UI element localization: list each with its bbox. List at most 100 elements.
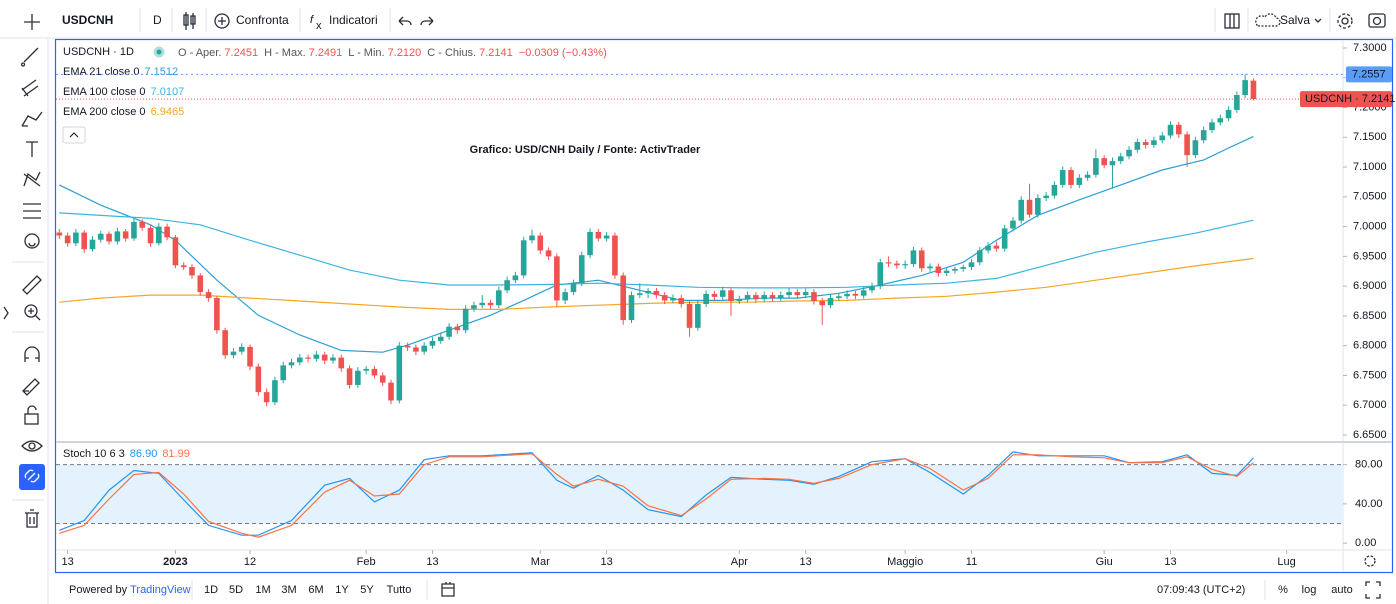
annotation: Grafico: USD/CNH Daily / Fonte: ActivTra… [470,144,701,156]
candle-body [280,365,287,381]
range-button[interactable]: 1M [255,584,270,596]
candle-body [943,270,950,274]
ohlc-label: H - Max. [264,47,306,59]
interval[interactable]: D [153,13,162,27]
trendline-icon[interactable] [20,47,39,67]
candle-body [711,293,718,297]
candle-body [595,231,602,239]
save-menu-icon[interactable] [1314,18,1322,23]
settings-icon[interactable] [1337,13,1353,29]
candle-body [1084,174,1091,178]
draw-mode-icon[interactable] [22,378,40,396]
prediction-icon[interactable] [23,203,41,219]
candle-body [570,283,577,293]
ema-value: 6.9465 [151,106,185,118]
candle-body [363,368,369,371]
text-icon[interactable] [26,141,38,157]
y-tick-label: 6.8500 [1353,310,1387,322]
y-tick-label: 6.8000 [1353,340,1387,352]
sync-button[interactable] [19,464,45,490]
candle-body [554,256,560,301]
crosshair-icon[interactable] [24,14,40,30]
indicators-button[interactable]: Indicatori [329,13,378,27]
brush-icon[interactable] [21,111,43,127]
snapshot-icon[interactable] [1368,13,1386,28]
ruler-icon[interactable] [22,275,42,295]
symbol[interactable]: USDCNH [62,13,113,27]
candle-body [56,232,63,236]
collapse-legend[interactable] [62,126,86,144]
y-tick-label: 7.1000 [1353,161,1387,173]
pattern-icon[interactable] [23,171,41,187]
candle-body [156,226,162,244]
candle-body [894,263,900,266]
range-button[interactable]: 1Y [335,584,349,596]
ema-legend: EMA 21 close 0 7.1512 [63,66,178,78]
stoch-legend: Stoch 10 6 3 86.90 81.99 [63,448,190,460]
fx-icon[interactable]: f [310,14,314,26]
ema-line [59,136,1254,353]
range-button[interactable]: 1D [204,584,218,596]
candle-body [1051,184,1058,196]
zoom-icon[interactable] [24,304,38,318]
goto-date-icon[interactable] [441,582,455,597]
auto-toggle[interactable]: auto [1331,584,1352,596]
ema-name: EMA 21 close 0 [63,66,139,78]
delete-icon[interactable] [25,509,39,528]
undo-icon[interactable] [398,16,412,26]
candle-body [471,305,477,309]
ema-legend: EMA 100 close 0 7.0107 [63,86,184,98]
x-tick-label: Apr [731,556,748,568]
candle-body [330,357,336,361]
compare-button[interactable]: Confronta [236,13,289,27]
ema-line [59,212,1254,289]
magnet-icon[interactable] [24,346,40,362]
fib-icon[interactable] [21,79,39,97]
x-tick-label: 2023 [163,556,187,568]
range-button[interactable]: Tutto [387,584,412,596]
x-tick-label: Maggio [887,556,923,568]
visibility-icon[interactable] [21,440,43,452]
candle-body [355,370,361,385]
footer: Powered by TradingView 1D 5D 1M 3M 6M 1Y 5Y Tutt… [69,580,1381,600]
range-button[interactable]: 5D [229,584,243,596]
ohlc-value: 7.2120 [388,47,422,59]
ohlc-value: 7.2141 [479,47,513,59]
powered-by-text: Powered by [69,584,128,596]
axis-settings-icon[interactable] [1364,555,1376,567]
candle-body [487,302,494,306]
lock-icon[interactable] [24,413,39,425]
expand-toolbar[interactable] [3,306,9,320]
candle-body [1225,109,1232,119]
range-button[interactable]: 5Y [360,584,374,596]
compare-icon[interactable] [214,13,230,29]
x-tick-label: 11 [966,556,977,568]
candle-body [661,295,668,301]
emoji-icon[interactable] [24,233,40,249]
left-toolbar [3,38,49,604]
brand[interactable]: TradingView [130,584,191,596]
layout-icon[interactable] [1224,13,1240,29]
candle-body [446,326,452,337]
cloud-icon[interactable] [1255,13,1281,27]
fullscreen-icon[interactable] [1365,581,1381,599]
log-toggle[interactable]: log [1302,584,1317,596]
candle-body [545,250,552,257]
percent-toggle[interactable]: % [1278,584,1288,596]
candle-body [1217,118,1224,123]
candle-body [288,362,295,366]
ema-line [59,257,1254,310]
redo-icon[interactable] [420,16,434,26]
candle-body [114,231,121,242]
y-tick-label: 6.7000 [1353,399,1387,411]
candle-body [73,232,79,244]
range-button[interactable]: 3M [281,584,296,596]
x-tick-label: Lug [1277,556,1295,568]
range-button[interactable]: 6M [308,584,323,596]
candle-body [89,239,96,250]
stoch-value: 81.99 [162,448,190,460]
save-button[interactable]: Salva [1280,13,1310,27]
powered-by[interactable]: Powered by TradingView [69,584,191,596]
candle-body [578,255,585,284]
chart-style-icon[interactable] [183,12,196,30]
